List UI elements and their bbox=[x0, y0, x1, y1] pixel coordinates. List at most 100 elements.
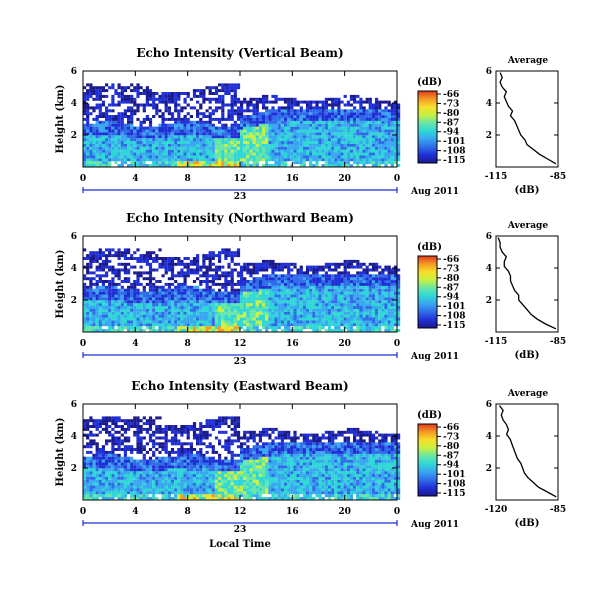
y-tick-label: 6 bbox=[71, 400, 77, 410]
x-tick-label: 20 bbox=[338, 339, 351, 349]
colorbar-tick-label: -115 bbox=[443, 156, 466, 166]
date-day-label: 23 bbox=[234, 525, 247, 535]
heatmap-field bbox=[83, 248, 401, 332]
colorbar-tick-label: -66 bbox=[443, 255, 459, 265]
profile-panel: Average 6 4 2 -115 -85 (dB) bbox=[485, 56, 566, 196]
profile-y-tick-label: 4 bbox=[486, 264, 492, 274]
colorbar bbox=[417, 255, 438, 329]
date-day-label: 23 bbox=[234, 357, 247, 367]
profile-x-axis-label: (dB) bbox=[515, 350, 540, 361]
y-tick-label: 2 bbox=[71, 296, 77, 306]
profile-title: Average bbox=[507, 389, 548, 399]
profile-title: Average bbox=[507, 221, 548, 231]
colorbar-tick-label: -94 bbox=[443, 461, 459, 471]
x-tick-label: 16 bbox=[286, 339, 299, 349]
colorbar-tick-label: -108 bbox=[443, 480, 466, 490]
panel-1: Echo Intensity (Vertical Beam) 6 4 2 Height … bbox=[55, 46, 566, 202]
profile-x-tick-label: -85 bbox=[550, 337, 566, 347]
x-tick-label: 12 bbox=[234, 339, 247, 349]
colorbar-tick-label: -73 bbox=[443, 264, 459, 274]
colorbar-tick-label: -108 bbox=[443, 312, 466, 322]
colorbar-tick-label: -115 bbox=[443, 489, 466, 499]
x-tick-label: 0 bbox=[80, 174, 86, 184]
x-tick-label: 0 bbox=[394, 174, 400, 184]
profile-line bbox=[497, 237, 557, 330]
colorbar-tick-label: -87 bbox=[443, 118, 459, 128]
x-axis-label: Local Time bbox=[209, 539, 271, 550]
x-tick-label: 0 bbox=[394, 339, 400, 349]
date-day-label: 23 bbox=[234, 192, 247, 202]
profile-panel: Average 6 4 2 -120 -85 (dB) bbox=[485, 389, 566, 529]
x-tick-label: 0 bbox=[394, 507, 400, 517]
y-tick-label: 4 bbox=[71, 99, 77, 109]
panel-3: Echo Intensity (Eastward Beam) 6 4 2 Height … bbox=[55, 379, 566, 550]
colorbar-tick-label: -73 bbox=[443, 99, 459, 109]
profile-y-tick-label: 4 bbox=[486, 99, 492, 109]
profile-panel: Average 6 4 2 -115 -85 (dB) bbox=[485, 221, 566, 361]
date-month-label: Aug 2011 bbox=[410, 352, 459, 362]
profile-x-tick-label: -120 bbox=[485, 505, 508, 515]
profile-y-tick-label: 2 bbox=[486, 131, 492, 141]
x-tick-label: 8 bbox=[185, 174, 191, 184]
colorbar-tick-label: -115 bbox=[443, 321, 466, 331]
y-tick-label: 2 bbox=[71, 464, 77, 474]
y-tick-label: 6 bbox=[71, 232, 77, 242]
x-tick-label: 4 bbox=[132, 507, 138, 517]
colorbar-tick-label: -101 bbox=[443, 137, 466, 147]
y-tick-label: 6 bbox=[71, 67, 77, 77]
heatmap-field bbox=[83, 416, 401, 500]
y-tick-label: 4 bbox=[71, 432, 77, 442]
profile-frame bbox=[495, 70, 559, 168]
colorbar-tick-label: -80 bbox=[443, 109, 459, 119]
colorbar-tick-label: -101 bbox=[443, 470, 466, 480]
x-tick-label: 0 bbox=[80, 507, 86, 517]
colorbar-tick-label: -87 bbox=[443, 451, 459, 461]
profile-x-tick-label: -115 bbox=[485, 172, 508, 182]
profile-y-tick-label: 4 bbox=[486, 432, 492, 442]
y-tick-label: 4 bbox=[71, 264, 77, 274]
colorbar-tick-label: -101 bbox=[443, 302, 466, 312]
panel-title: Echo Intensity (Eastward Beam) bbox=[131, 379, 348, 393]
profile-line bbox=[498, 405, 557, 498]
profile-y-tick-label: 6 bbox=[486, 232, 492, 242]
profile-x-axis-label: (dB) bbox=[515, 185, 540, 196]
colorbar-tick-label: -73 bbox=[443, 432, 459, 442]
profile-line bbox=[499, 72, 557, 165]
profile-y-tick-label: 2 bbox=[486, 296, 492, 306]
colorbar-tick-label: -80 bbox=[443, 442, 459, 452]
y-axis-label: Height (km) bbox=[55, 250, 66, 319]
x-tick-label: 20 bbox=[338, 507, 351, 517]
profile-x-axis-label: (dB) bbox=[515, 518, 540, 529]
x-tick-label: 12 bbox=[234, 507, 247, 517]
x-tick-label: 20 bbox=[338, 174, 351, 184]
colorbar-tick-label: -66 bbox=[443, 90, 459, 100]
date-month-label: Aug 2011 bbox=[410, 187, 459, 197]
x-tick-label: 4 bbox=[132, 174, 138, 184]
x-tick-label: 16 bbox=[286, 507, 299, 517]
profile-frame bbox=[495, 403, 559, 501]
colorbar-unit: (dB) bbox=[417, 410, 442, 421]
profile-frame bbox=[495, 235, 559, 333]
colorbar-unit: (dB) bbox=[417, 242, 442, 253]
panel-2: Echo Intensity (Northward Beam) 6 4 2 Height… bbox=[55, 211, 566, 367]
x-tick-label: 4 bbox=[132, 339, 138, 349]
colorbar-tick-label: -94 bbox=[443, 128, 459, 138]
y-axis-label: Height (km) bbox=[55, 85, 66, 154]
heatmap-field bbox=[83, 83, 401, 167]
profile-y-tick-label: 6 bbox=[486, 400, 492, 410]
panel-title: Echo Intensity (Vertical Beam) bbox=[136, 46, 343, 60]
profile-x-tick-label: -85 bbox=[550, 505, 566, 515]
colorbar-tick-label: -87 bbox=[443, 283, 459, 293]
colorbar-tick-label: -94 bbox=[443, 293, 459, 303]
x-tick-label: 16 bbox=[286, 174, 299, 184]
x-tick-label: 8 bbox=[185, 507, 191, 517]
profile-y-tick-label: 6 bbox=[486, 67, 492, 77]
x-tick-label: 0 bbox=[80, 339, 86, 349]
colorbar bbox=[417, 423, 438, 497]
colorbar-tick-label: -108 bbox=[443, 147, 466, 157]
x-tick-label: 8 bbox=[185, 339, 191, 349]
colorbar-unit: (dB) bbox=[417, 77, 442, 88]
profile-x-tick-label: -115 bbox=[485, 337, 508, 347]
y-axis-label: Height (km) bbox=[55, 418, 66, 487]
